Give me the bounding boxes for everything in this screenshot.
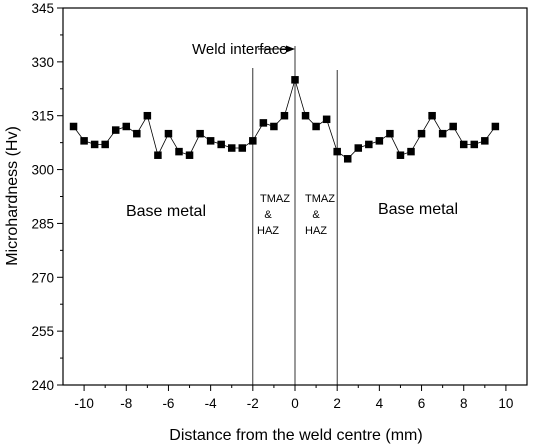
y-tick-label: 240 — [31, 378, 54, 393]
weld-interface-arrowhead — [286, 45, 295, 53]
x-tick-label: 0 — [291, 396, 299, 411]
zone-left-label-line3: HAZ — [257, 225, 279, 237]
data-point — [365, 140, 373, 149]
data-point — [175, 147, 183, 156]
data-point — [386, 129, 394, 138]
data-point — [491, 122, 500, 131]
data-point — [164, 129, 173, 138]
data-point — [459, 140, 468, 149]
data-point — [238, 144, 247, 152]
x-tick-label: -6 — [162, 396, 174, 411]
data-point — [259, 119, 268, 127]
data-point — [449, 122, 457, 131]
data-point — [375, 137, 384, 145]
data-point — [69, 122, 78, 131]
base-metal-right-label: Base metal — [378, 201, 458, 218]
data-point — [322, 115, 331, 124]
y-tick-label: 345 — [31, 1, 54, 16]
data-point — [122, 122, 131, 131]
zone-left-label-line2: & — [264, 209, 272, 221]
x-tick-label: 6 — [418, 396, 426, 411]
weld-interface-label: Weld interface — [192, 41, 288, 58]
data-point — [206, 137, 215, 145]
data-point — [291, 76, 299, 84]
data-point — [301, 111, 310, 120]
y-tick-label: 270 — [31, 270, 54, 285]
annotation-layer: Distance from the weld centre (mm) Micro… — [4, 41, 458, 444]
data-point — [438, 129, 447, 138]
data-point — [227, 144, 236, 152]
axes-layer: -10 -8 -6 -4 -2 0 2 4 6 8 10 240 255 270 285 300 315 330 3… — [31, 1, 528, 411]
data-point — [428, 111, 436, 120]
y-tick-label: 330 — [31, 55, 54, 70]
x-tick-label: 8 — [460, 396, 468, 411]
x-tick-label: 4 — [376, 396, 384, 411]
series-layer — [69, 76, 500, 163]
x-tick-label: 10 — [498, 396, 513, 411]
data-point — [470, 140, 479, 149]
zone-right-label-line2: & — [312, 209, 320, 221]
data-point — [196, 129, 204, 138]
x-tick-label: -8 — [120, 396, 132, 411]
data-point — [185, 151, 194, 159]
data-point — [354, 144, 363, 152]
base-metal-left-label: Base metal — [126, 203, 206, 220]
data-point — [280, 111, 289, 120]
y-tick-label: 285 — [31, 216, 54, 231]
data-point — [154, 151, 162, 159]
data-point — [481, 137, 489, 145]
y-tick-label: 315 — [31, 109, 54, 124]
data-point — [217, 140, 225, 149]
data-point — [270, 122, 278, 131]
data-point — [80, 137, 88, 145]
x-axis-title: Distance from the weld centre (mm) — [169, 427, 422, 444]
x-tick-label: -4 — [205, 396, 217, 411]
data-point — [133, 129, 141, 138]
data-point — [90, 140, 99, 149]
zone-left-label-line1: TMAZ — [260, 193, 290, 205]
data-point — [417, 129, 426, 138]
zone-right-label-line3: HAZ — [305, 225, 327, 237]
data-point — [249, 137, 257, 145]
y-tick-label: 300 — [31, 163, 54, 178]
data-point — [312, 122, 320, 131]
x-tick-label: -10 — [74, 396, 94, 411]
data-point — [101, 140, 109, 149]
data-point — [343, 155, 352, 163]
data-point — [407, 147, 415, 156]
data-point — [143, 111, 152, 120]
data-point — [111, 126, 120, 134]
data-point — [396, 151, 405, 159]
x-tick-label: 2 — [333, 396, 341, 411]
data-point — [333, 147, 341, 156]
x-tick-label: -2 — [247, 396, 259, 411]
y-tick-label: 255 — [31, 324, 54, 339]
zone-right-label-line1: TMAZ — [305, 193, 335, 205]
y-axis-title: Microhardness (Hv) — [4, 126, 21, 266]
